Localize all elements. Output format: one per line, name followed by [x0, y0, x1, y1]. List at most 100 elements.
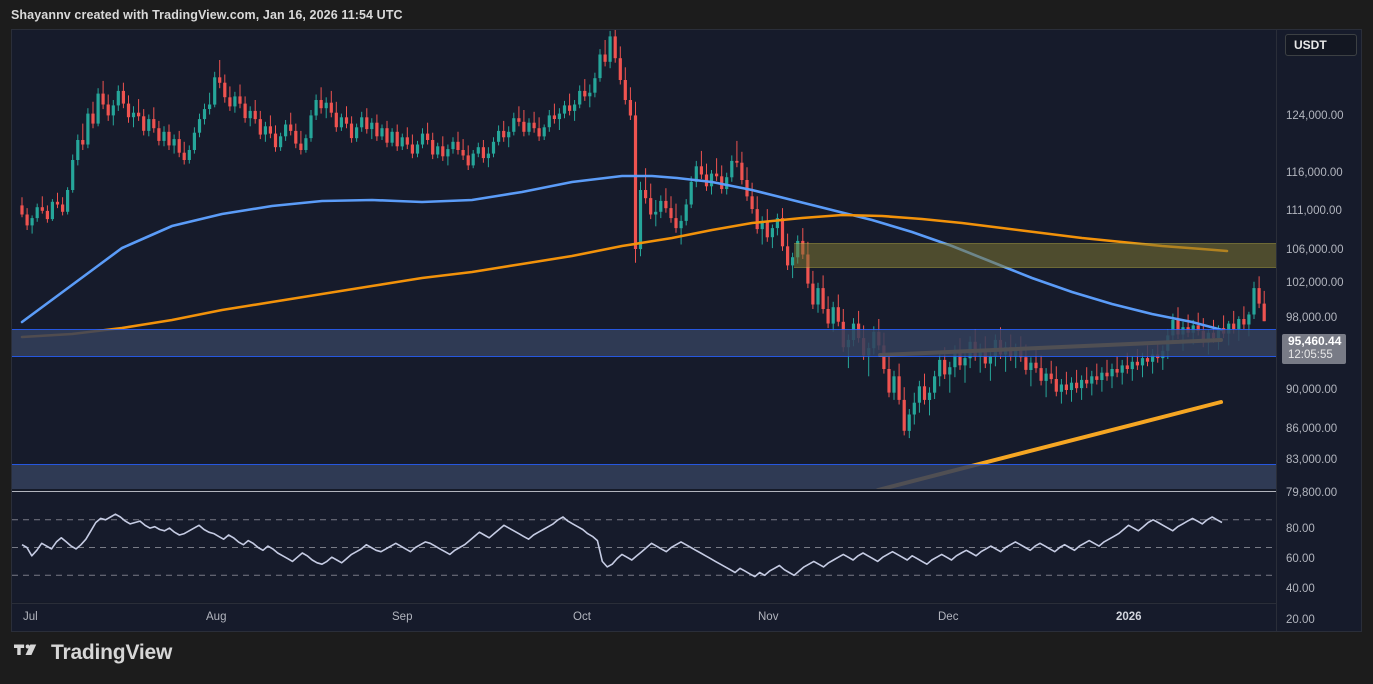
time-axis-tick: Jul [23, 611, 38, 623]
price-axis-tick: 102,000.00 [1286, 277, 1344, 289]
candle-body [25, 214, 29, 226]
tradingview-logo-icon [14, 644, 37, 655]
resistance-zone-olive[interactable] [794, 243, 1276, 268]
candle-body [1227, 323, 1231, 334]
time-axis-tick: Oct [573, 611, 591, 623]
candle-body [50, 201, 54, 220]
candle-body [81, 140, 85, 145]
candle-body [699, 166, 703, 175]
candle-body [1257, 288, 1261, 304]
candle-body [1059, 384, 1063, 392]
candle-body [547, 115, 551, 128]
candle-body [147, 119, 151, 131]
candle-body [902, 399, 906, 431]
candle-body [750, 196, 754, 209]
candle-body [289, 124, 293, 131]
price-axis-tick: 86,000.00 [1286, 423, 1338, 435]
candle-body [1115, 369, 1119, 373]
candle-body [451, 141, 455, 150]
rsi-axis-tick: 80.00 [1286, 523, 1315, 535]
candle-body [1176, 319, 1180, 335]
price-pane[interactable] [12, 30, 1276, 489]
rsi-pane[interactable] [12, 491, 1276, 602]
candle-body [329, 102, 333, 113]
candle-body [1237, 319, 1241, 329]
candle-body [385, 128, 389, 143]
candle-body [943, 359, 947, 375]
candle-body [142, 116, 146, 131]
candle-body [502, 130, 506, 138]
candle-body [1024, 357, 1028, 370]
candle-body [66, 190, 70, 212]
candle-body [638, 190, 643, 250]
price-axis-tick: 90,000.00 [1286, 384, 1338, 396]
candle-body [1252, 288, 1256, 315]
candle-body [897, 376, 901, 400]
candle-body [1242, 319, 1246, 325]
candle-body [664, 200, 668, 209]
time-axis-tick: Aug [206, 611, 227, 623]
candle-body [654, 211, 658, 215]
candle-body [933, 376, 937, 393]
tradingview-wordmark: TradingView [51, 641, 173, 664]
candle-body [152, 119, 156, 129]
candle-body [223, 82, 227, 98]
candle-body [953, 350, 957, 368]
candle-body [988, 356, 992, 364]
candle-body [578, 90, 582, 105]
candle-body [324, 102, 328, 109]
candle-body [1044, 373, 1048, 381]
candle-body [1029, 362, 1033, 370]
candle-body [659, 200, 663, 212]
candle-body [679, 220, 683, 229]
tradingview-branding: TradingView [14, 641, 172, 665]
candle-body [1054, 379, 1058, 392]
candle-body [213, 77, 217, 105]
candle-body [1080, 379, 1084, 389]
candle-body [192, 132, 196, 150]
candle-body [816, 288, 820, 305]
candle-body [471, 153, 475, 166]
candle-body [907, 414, 911, 431]
candle-body [279, 136, 283, 148]
candle-body [121, 90, 125, 104]
candle-body [725, 177, 729, 189]
candle-body [689, 181, 693, 205]
candle-body [202, 109, 207, 120]
candle-body [466, 155, 470, 166]
candle-body [917, 386, 921, 403]
time-axis[interactable]: Jul Aug Sep Oct Nov Dec 2026 [12, 603, 1276, 631]
candle-body [238, 96, 242, 104]
candle-body [380, 128, 384, 137]
supply-zone-blue[interactable] [12, 329, 1276, 357]
candle-body [405, 137, 409, 145]
candle-body [30, 218, 34, 226]
rsi-line [21, 513, 1223, 578]
candle-body [96, 93, 100, 124]
candle-body [775, 218, 779, 229]
candle-body [948, 367, 952, 375]
candle-body [1075, 382, 1079, 389]
candle-body [294, 130, 298, 144]
candle-body [86, 113, 90, 145]
candle-body [177, 139, 181, 153]
candle-body [507, 131, 511, 138]
candle-body [1196, 325, 1200, 331]
candle-body [821, 288, 825, 309]
price-axis[interactable]: USDT 95,460.44 12:05:55 124,000.00 116,00… [1276, 30, 1361, 631]
currency-badge[interactable]: USDT [1285, 34, 1357, 56]
candle-body [101, 93, 105, 105]
ma-fast-line [20, 174, 1224, 332]
candle-body [887, 369, 891, 393]
candle-body [309, 115, 313, 139]
candle-body [284, 124, 288, 137]
last-price-badge: 95,460.44 12:05:55 [1282, 334, 1347, 365]
candle-body [760, 221, 764, 230]
rsi-axis-tick: 40.00 [1286, 583, 1315, 595]
support-zone-blue[interactable] [12, 464, 1276, 489]
candle-body [537, 128, 541, 137]
candle-body [395, 131, 399, 147]
candle-body [497, 130, 501, 142]
candle-body [263, 126, 267, 135]
